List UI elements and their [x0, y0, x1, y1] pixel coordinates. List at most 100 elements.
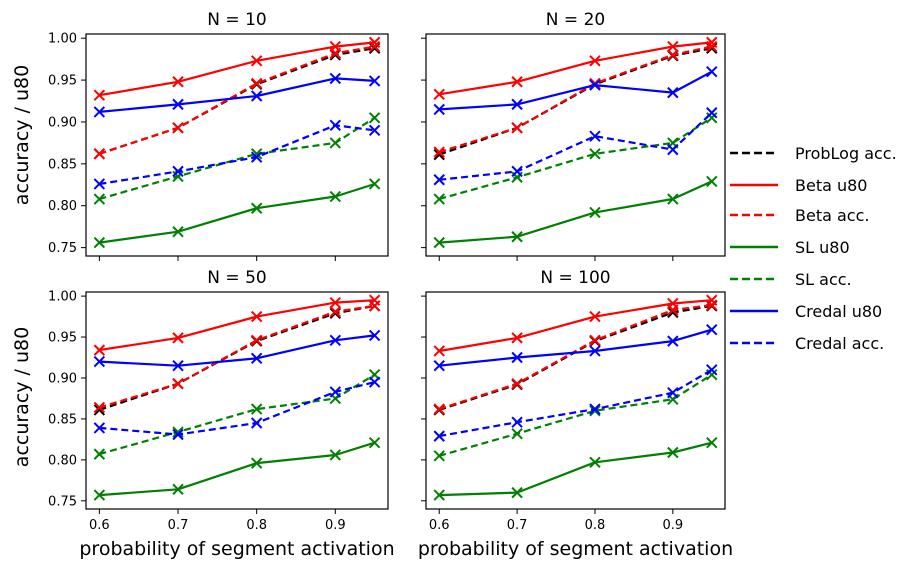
data-point-marker [93, 448, 106, 460]
data-point-marker [368, 178, 381, 190]
data-point-marker [433, 450, 445, 462]
data-point-marker [667, 143, 679, 156]
data-point-marker [250, 310, 263, 323]
data-point-marker [250, 202, 263, 214]
data-point-marker [433, 236, 445, 249]
series-line [99, 373, 376, 456]
data-point-marker [250, 55, 263, 67]
data-point-marker [172, 378, 184, 390]
data-point-marker [172, 165, 184, 178]
data-point-marker [433, 146, 445, 158]
data-point-marker [368, 329, 381, 342]
data-point-marker [93, 106, 106, 118]
y-tick-label: 1.00 [48, 32, 77, 47]
y-tick-label: 0.85 [48, 157, 77, 172]
legend-entry: SL u80 [730, 238, 850, 257]
data-point-marker [250, 77, 263, 90]
data-point-marker [706, 436, 718, 449]
data-point-marker [667, 446, 679, 459]
legend-label: SL u80 [795, 238, 850, 257]
data-point-marker [93, 148, 106, 160]
legend-label: Beta u80 [795, 176, 867, 195]
data-point-marker [172, 225, 184, 238]
data-point-marker [329, 137, 342, 149]
data-point-marker [589, 148, 601, 160]
data-point-marker [667, 40, 679, 53]
series-line [99, 45, 375, 155]
data-point-marker [589, 403, 601, 415]
data-point-marker [172, 98, 184, 111]
data-point-marker [433, 489, 445, 501]
data-point-marker [589, 206, 601, 219]
data-point-marker [589, 79, 601, 91]
data-point-marker [511, 98, 523, 111]
data-point-marker [329, 72, 342, 85]
data-point-marker [433, 359, 445, 372]
data-point-marker [172, 76, 184, 88]
data-point-marker [511, 378, 523, 390]
data-point-marker [667, 387, 679, 399]
plot-frame [425, 33, 726, 257]
x-tick-label: 0.6 [89, 518, 110, 533]
legend-label: SL acc. [795, 270, 852, 289]
plot-frame [85, 291, 389, 510]
data-point-marker [589, 130, 601, 142]
data-point-marker [329, 40, 342, 53]
data-point-marker [667, 335, 679, 347]
y-axis-label-bottom: accuracy / u80 [11, 327, 33, 467]
y-tick-label: 0.80 [48, 199, 77, 214]
data-point-marker [433, 345, 445, 357]
data-point-marker [589, 55, 601, 67]
data-point-marker [172, 483, 184, 496]
data-point-marker [433, 174, 445, 186]
data-point-marker [93, 355, 106, 368]
data-point-marker [706, 294, 718, 306]
legend: ProbLog acc. Beta u80 Beta acc. SL u80 S… [730, 144, 897, 353]
data-point-marker [511, 351, 523, 364]
data-point-marker [93, 178, 106, 190]
data-point-marker [433, 403, 445, 415]
data-point-marker [368, 124, 381, 137]
x-tick-label: 0.8 [246, 518, 267, 533]
data-point-marker [93, 89, 106, 101]
data-point-marker [511, 231, 523, 243]
data-point-marker [589, 334, 601, 347]
subplot-title: N = 20 [546, 10, 605, 30]
y-tick-label: 0.90 [48, 115, 77, 130]
data-point-marker [706, 107, 718, 119]
data-point-marker [706, 175, 718, 188]
series-line [438, 373, 713, 457]
data-point-marker [329, 296, 342, 309]
y-tick-label: 0.95 [48, 331, 77, 346]
data-point-marker [172, 170, 184, 183]
data-point-marker [250, 403, 263, 415]
x-tick-label: 0.7 [507, 518, 528, 533]
y-axis-label-top: accuracy / u80 [11, 65, 33, 205]
data-point-marker [511, 332, 523, 344]
data-point-marker [589, 405, 601, 417]
data-point-marker [329, 386, 342, 398]
data-point-marker [589, 456, 601, 469]
legend-label: Credal acc. [795, 334, 884, 353]
data-point-marker [329, 307, 342, 319]
y-tick-label: 0.75 [48, 494, 77, 509]
data-point-marker [706, 65, 718, 78]
data-point-marker [329, 305, 342, 318]
legend-entry: Beta acc. [730, 206, 869, 225]
data-point-marker [589, 310, 601, 323]
y-tick-label: 0.95 [48, 74, 77, 89]
data-point-marker [511, 416, 523, 428]
data-point-marker [433, 430, 445, 442]
legend-entry: Credal u80 [730, 302, 882, 321]
y-tick-label: 1.00 [48, 290, 77, 305]
data-point-marker [368, 36, 381, 49]
y-tick-label: 0.80 [48, 453, 77, 468]
x-axis-label: probability of segment activation [418, 538, 733, 560]
data-point-marker [329, 190, 342, 203]
legend-entry: ProbLog acc. [730, 144, 897, 163]
data-point-marker [368, 436, 381, 449]
legend-entry: Beta u80 [730, 176, 867, 195]
data-point-marker [93, 344, 106, 356]
data-point-marker [250, 352, 263, 365]
data-point-marker [250, 90, 263, 102]
